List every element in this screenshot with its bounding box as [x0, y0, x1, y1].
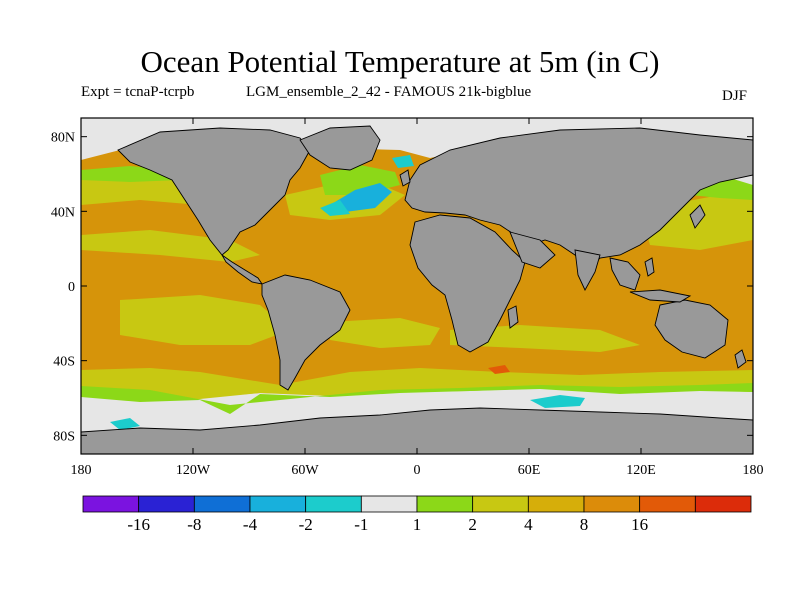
philippines: [644, 257, 655, 277]
colorbar-swatch: [193, 495, 251, 513]
lat-tick-label: 40S: [53, 355, 75, 370]
colorbar-swatch: [305, 495, 362, 513]
indonesia: [629, 289, 692, 303]
madagascar: [507, 305, 519, 329]
colorbar-label: 2: [468, 515, 477, 534]
antarctica: [81, 407, 753, 454]
southern-ocean-green-band: [81, 383, 753, 414]
map-area: [81, 118, 753, 454]
colorbar: -16 -8 -4 -2 -1 1 2 4 8 16: [82, 495, 752, 534]
labrador-sea-light: [320, 200, 350, 216]
map-title: Ocean Potential Temperature at 5m (in C): [140, 44, 660, 79]
colorbar-swatch: [583, 495, 641, 513]
colorbar-label: -1: [354, 515, 368, 534]
colorbar-label: 8: [580, 515, 589, 534]
lon-tick-label: 0: [414, 463, 421, 478]
colorbar-swatch: [694, 495, 752, 513]
southern-ocean-anomaly-indian: [530, 395, 585, 408]
labrador-sea-anomaly: [330, 183, 392, 212]
south-america: [261, 274, 351, 391]
colorbar-swatch: [416, 495, 474, 513]
southern-ocean-anomaly-pacific: [110, 418, 140, 430]
lon-tick-label: 180: [71, 463, 92, 478]
colorbar-swatch: [472, 495, 529, 513]
lat-tick-label: 0: [68, 280, 75, 295]
axis-ticks: 80N 40N 0 40S 80S 180 120W 60W 0 60E 120E 180: [51, 118, 764, 478]
colorbar-swatch: [527, 495, 585, 513]
colorbar-swatch: [82, 495, 140, 513]
colorbar-swatch: [360, 495, 418, 513]
north-america: [117, 127, 311, 256]
arabia: [509, 231, 556, 269]
southern-ocean-band: [81, 368, 753, 401]
lat-tick-label: 80S: [53, 429, 75, 444]
greenland: [299, 125, 381, 171]
africa: [409, 214, 526, 353]
ensemble-label: LGM_ensemble_2_42 - FAMOUS 21k-bigblue: [246, 84, 532, 100]
japan: [689, 204, 706, 229]
lon-tick-label: 60E: [518, 463, 541, 478]
colorbar-swatch: [249, 495, 307, 513]
lon-tick-label: 120E: [626, 463, 656, 478]
colorbar-label: 4: [524, 515, 533, 534]
southeast-asia: [609, 257, 641, 291]
australia: [654, 299, 729, 359]
lat-tick-label: 40N: [51, 205, 75, 220]
lon-tick-label: 120W: [176, 463, 211, 478]
lon-tick-label: 180: [743, 463, 764, 478]
lat-tick-label: 80N: [51, 131, 75, 146]
south-atlantic-band: [330, 318, 440, 348]
colorbar-label: -8: [187, 515, 201, 534]
south-indian-band: [450, 325, 640, 352]
land-masses: [81, 125, 753, 454]
season-label: DJF: [722, 88, 748, 104]
colorbar-swatch: [639, 495, 696, 513]
colorbar-label: -2: [299, 515, 313, 534]
tropical-pacific-band: [120, 295, 290, 345]
experiment-label: Expt = tcnaP-tcrpb: [81, 84, 195, 100]
colorbar-label: 1: [413, 515, 422, 534]
new-zealand: [734, 349, 747, 369]
colorbar-label: -16: [127, 515, 150, 534]
lon-tick-label: 60W: [291, 463, 319, 478]
east-pacific-band: [81, 230, 260, 262]
colorbar-swatch: [138, 495, 195, 513]
south-atlantic-warm-spot: [488, 365, 510, 374]
colorbar-label: 16: [631, 515, 648, 534]
eurasia: [404, 127, 753, 269]
nordic-sea-anomaly: [392, 155, 414, 168]
uk: [399, 169, 411, 187]
colorbar-label: -4: [243, 515, 258, 534]
india: [574, 249, 601, 291]
